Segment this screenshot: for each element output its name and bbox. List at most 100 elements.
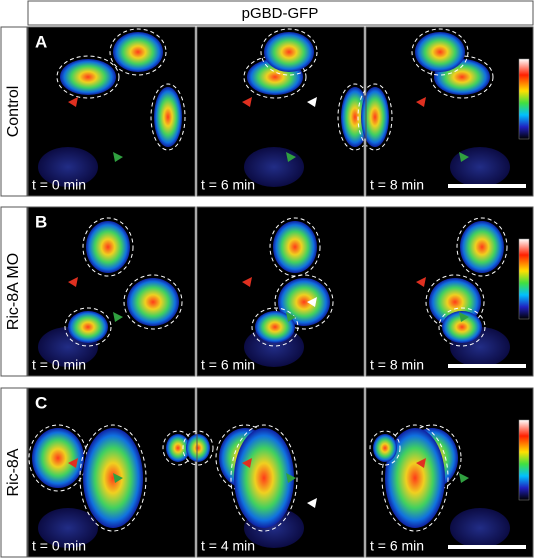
arrowhead	[307, 297, 317, 307]
scale-bar	[448, 184, 526, 188]
cell	[127, 278, 179, 326]
cell	[273, 221, 317, 273]
arrowhead	[68, 458, 78, 468]
micrograph: t = 0 min C	[27, 387, 196, 558]
cell	[255, 311, 295, 343]
cell	[154, 87, 182, 147]
arrowhead	[113, 473, 123, 483]
time-label: t = 8 min	[370, 357, 424, 373]
cell-outline	[123, 274, 183, 330]
cell	[83, 428, 143, 528]
cell	[460, 221, 504, 273]
cell	[60, 59, 116, 95]
cell	[234, 428, 294, 528]
time-label: t = 8 min	[370, 177, 424, 193]
cell-outline	[456, 217, 508, 277]
cell-outline	[243, 55, 307, 99]
row-label-box	[0, 387, 28, 558]
micrograph: t = 0 min A	[27, 26, 196, 197]
micrograph: t = 6 min	[365, 387, 534, 558]
cell-outline	[79, 424, 147, 532]
row-label: Ric-8A	[5, 448, 22, 496]
arrowhead	[416, 277, 426, 287]
arrowhead	[68, 97, 78, 107]
arrowhead	[459, 473, 469, 483]
cell	[385, 428, 445, 528]
cell-outline	[230, 424, 298, 532]
arrowhead	[286, 152, 296, 162]
background-cell	[450, 508, 510, 548]
arrowhead	[416, 97, 426, 107]
cell-outline	[381, 424, 449, 532]
color-scale	[518, 58, 530, 140]
color-scale	[518, 238, 530, 320]
cell	[415, 32, 465, 72]
arrowhead	[113, 312, 123, 322]
micrograph: t = 8 min	[365, 206, 534, 377]
arrowhead	[286, 473, 296, 483]
micrograph-border	[365, 387, 534, 558]
cell-outline	[411, 28, 469, 76]
row-label-box	[0, 26, 28, 197]
arrowhead	[242, 277, 252, 287]
time-label: t = 0 min	[32, 357, 86, 373]
arrowhead	[113, 152, 123, 162]
cell	[68, 311, 108, 343]
cell	[113, 32, 163, 72]
cell-outline	[274, 274, 334, 330]
cell	[442, 311, 482, 343]
cell	[341, 87, 369, 147]
micrograph-border	[196, 206, 365, 377]
row-label: Control	[5, 86, 22, 138]
cell	[264, 32, 314, 72]
row-label-box	[0, 206, 28, 377]
cell	[186, 434, 210, 462]
cell-outline	[430, 55, 494, 99]
cell-outline	[82, 217, 134, 277]
scale-bar	[448, 364, 526, 368]
micrograph-border	[27, 387, 196, 558]
color-scale	[518, 419, 530, 501]
cell	[278, 278, 330, 326]
cell-outline	[182, 430, 214, 466]
micrograph: t = 6 min	[196, 206, 365, 377]
panel-letter: A	[35, 32, 47, 51]
panel-letter: B	[35, 212, 47, 231]
time-label: t = 4 min	[201, 538, 255, 554]
arrowhead	[416, 458, 426, 468]
title-box	[27, 0, 534, 26]
micrograph-border	[27, 26, 196, 197]
cell	[32, 428, 84, 488]
arrowhead	[459, 152, 469, 162]
cell-outline	[109, 28, 167, 76]
time-label: t = 6 min	[201, 357, 255, 373]
micrograph-border	[196, 387, 365, 558]
cell-outline	[56, 55, 120, 99]
row-label: Ric-8A MO	[5, 253, 22, 330]
arrowhead	[307, 97, 317, 107]
arrowhead	[307, 498, 317, 508]
micrograph: t = 6 min	[196, 26, 373, 197]
micrograph-border	[365, 26, 534, 197]
cell-outline	[438, 307, 486, 347]
micrograph-border	[365, 206, 534, 377]
arrowhead	[242, 458, 252, 468]
time-label: t = 0 min	[32, 538, 86, 554]
cell	[86, 221, 130, 273]
background-cell	[450, 147, 510, 187]
cell	[361, 87, 389, 147]
micrograph-border	[27, 206, 196, 377]
time-label: t = 0 min	[32, 177, 86, 193]
cell-outline	[402, 424, 462, 492]
arrowhead	[286, 312, 296, 322]
micrograph: t = 4 min	[182, 387, 365, 558]
cell-outline	[260, 28, 318, 76]
cell-outline	[251, 307, 299, 347]
cell-outline	[369, 430, 401, 466]
figure-title: pGBD-GFP	[242, 5, 319, 22]
arrowhead	[68, 277, 78, 287]
micrograph: t = 0 min B	[27, 206, 196, 377]
cell	[373, 434, 397, 462]
scale-bar	[448, 545, 526, 549]
